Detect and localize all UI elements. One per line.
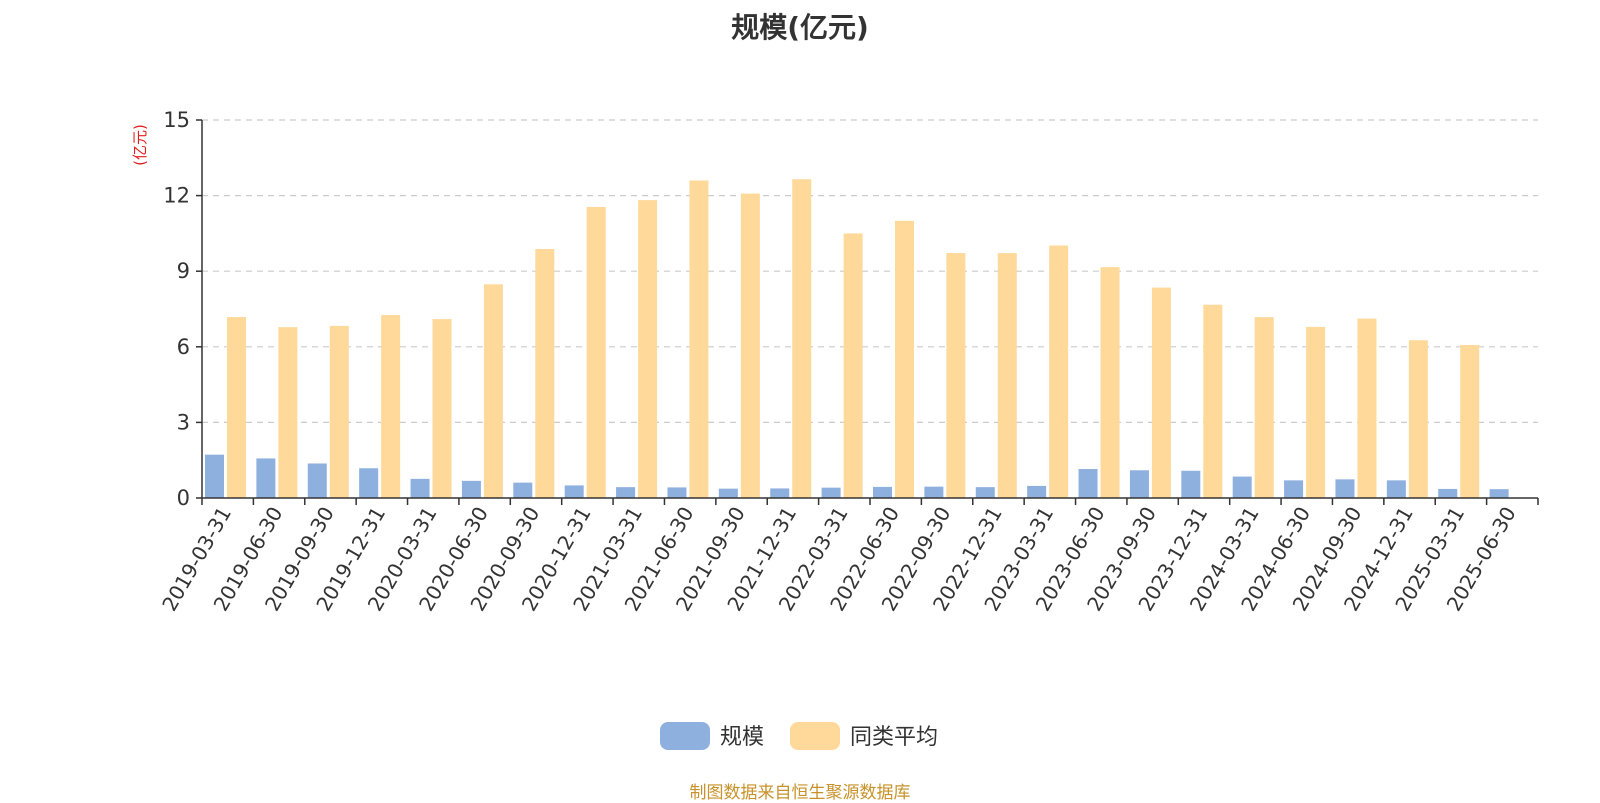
bar-scale bbox=[359, 468, 379, 498]
bar-scale bbox=[1284, 480, 1304, 498]
bar-peer-average bbox=[329, 325, 349, 498]
bar-scale bbox=[1489, 489, 1509, 498]
bar-peer-average bbox=[535, 249, 555, 498]
bar-scale bbox=[1438, 488, 1458, 498]
bar-peer-average bbox=[895, 220, 914, 499]
y-axis-unit-label: (亿元) bbox=[131, 124, 149, 166]
bar-scale bbox=[205, 454, 224, 498]
bar-peer-average bbox=[946, 253, 966, 498]
bar-scale bbox=[1335, 479, 1355, 498]
bar-peer-average bbox=[586, 206, 606, 498]
bar-scale bbox=[718, 488, 738, 498]
bar-scale bbox=[616, 487, 636, 498]
bar-scale bbox=[1386, 480, 1406, 498]
bar-peer-average bbox=[638, 200, 658, 499]
bar-peer-average bbox=[227, 317, 246, 498]
bar-peer-average bbox=[1254, 317, 1274, 498]
bar-peer-average bbox=[792, 179, 812, 498]
y-tick-label: 6 bbox=[177, 335, 190, 359]
y-tick-label: 0 bbox=[177, 486, 190, 510]
bar-scale bbox=[1078, 469, 1098, 498]
bar-scale bbox=[256, 458, 276, 498]
bar-scale bbox=[461, 480, 481, 498]
bar-scale bbox=[410, 478, 430, 498]
bar-scale bbox=[821, 487, 841, 498]
bar-scale bbox=[770, 488, 790, 498]
legend: 规模 同类平均 bbox=[660, 722, 938, 750]
bar-scale bbox=[1129, 470, 1149, 498]
bar-peer-average bbox=[1049, 245, 1069, 498]
bar-chart: 03691215(亿元)2019-03-312019-06-302019-09-… bbox=[131, 108, 1539, 750]
legend-swatch-scale bbox=[660, 722, 710, 750]
bar-peer-average bbox=[278, 327, 298, 498]
bar-peer-average bbox=[1100, 267, 1120, 498]
legend-label-peer-average: 同类平均 bbox=[850, 725, 938, 750]
bar-peer-average bbox=[381, 315, 401, 498]
bar-scale bbox=[1181, 470, 1201, 498]
bar-peer-average bbox=[1357, 318, 1377, 498]
bar-peer-average bbox=[689, 180, 709, 499]
bar-scale bbox=[1027, 485, 1047, 498]
bar-scale bbox=[873, 486, 892, 498]
bar-peer-average bbox=[1151, 287, 1171, 498]
y-tick-label: 3 bbox=[177, 410, 190, 434]
bar-scale bbox=[1232, 476, 1252, 498]
y-tick-label: 15 bbox=[163, 108, 190, 132]
bar-scale bbox=[924, 486, 944, 498]
bar-peer-average bbox=[432, 319, 452, 498]
bar-peer-average bbox=[843, 233, 863, 498]
bar-scale bbox=[975, 487, 995, 498]
chart-title: 规模(亿元) bbox=[731, 11, 869, 44]
legend-swatch-peer-average bbox=[790, 722, 840, 750]
bar-scale bbox=[667, 487, 687, 498]
legend-label-scale: 规模 bbox=[720, 725, 764, 750]
y-tick-label: 12 bbox=[163, 184, 190, 208]
bar-peer-average bbox=[483, 284, 503, 498]
source-note: 制图数据来自恒生聚源数据库 bbox=[689, 783, 911, 803]
bar-scale bbox=[307, 463, 327, 498]
bar-peer-average bbox=[1408, 340, 1428, 498]
bars bbox=[205, 179, 1509, 499]
y-tick-label: 9 bbox=[177, 259, 190, 283]
grid-lines bbox=[202, 119, 1538, 423]
bar-scale bbox=[513, 482, 533, 498]
bar-peer-average bbox=[1460, 345, 1480, 498]
bar-peer-average bbox=[1306, 326, 1326, 498]
bar-peer-average bbox=[1203, 304, 1223, 498]
bar-peer-average bbox=[740, 193, 760, 499]
bar-peer-average bbox=[997, 253, 1017, 498]
bar-scale bbox=[564, 485, 584, 498]
